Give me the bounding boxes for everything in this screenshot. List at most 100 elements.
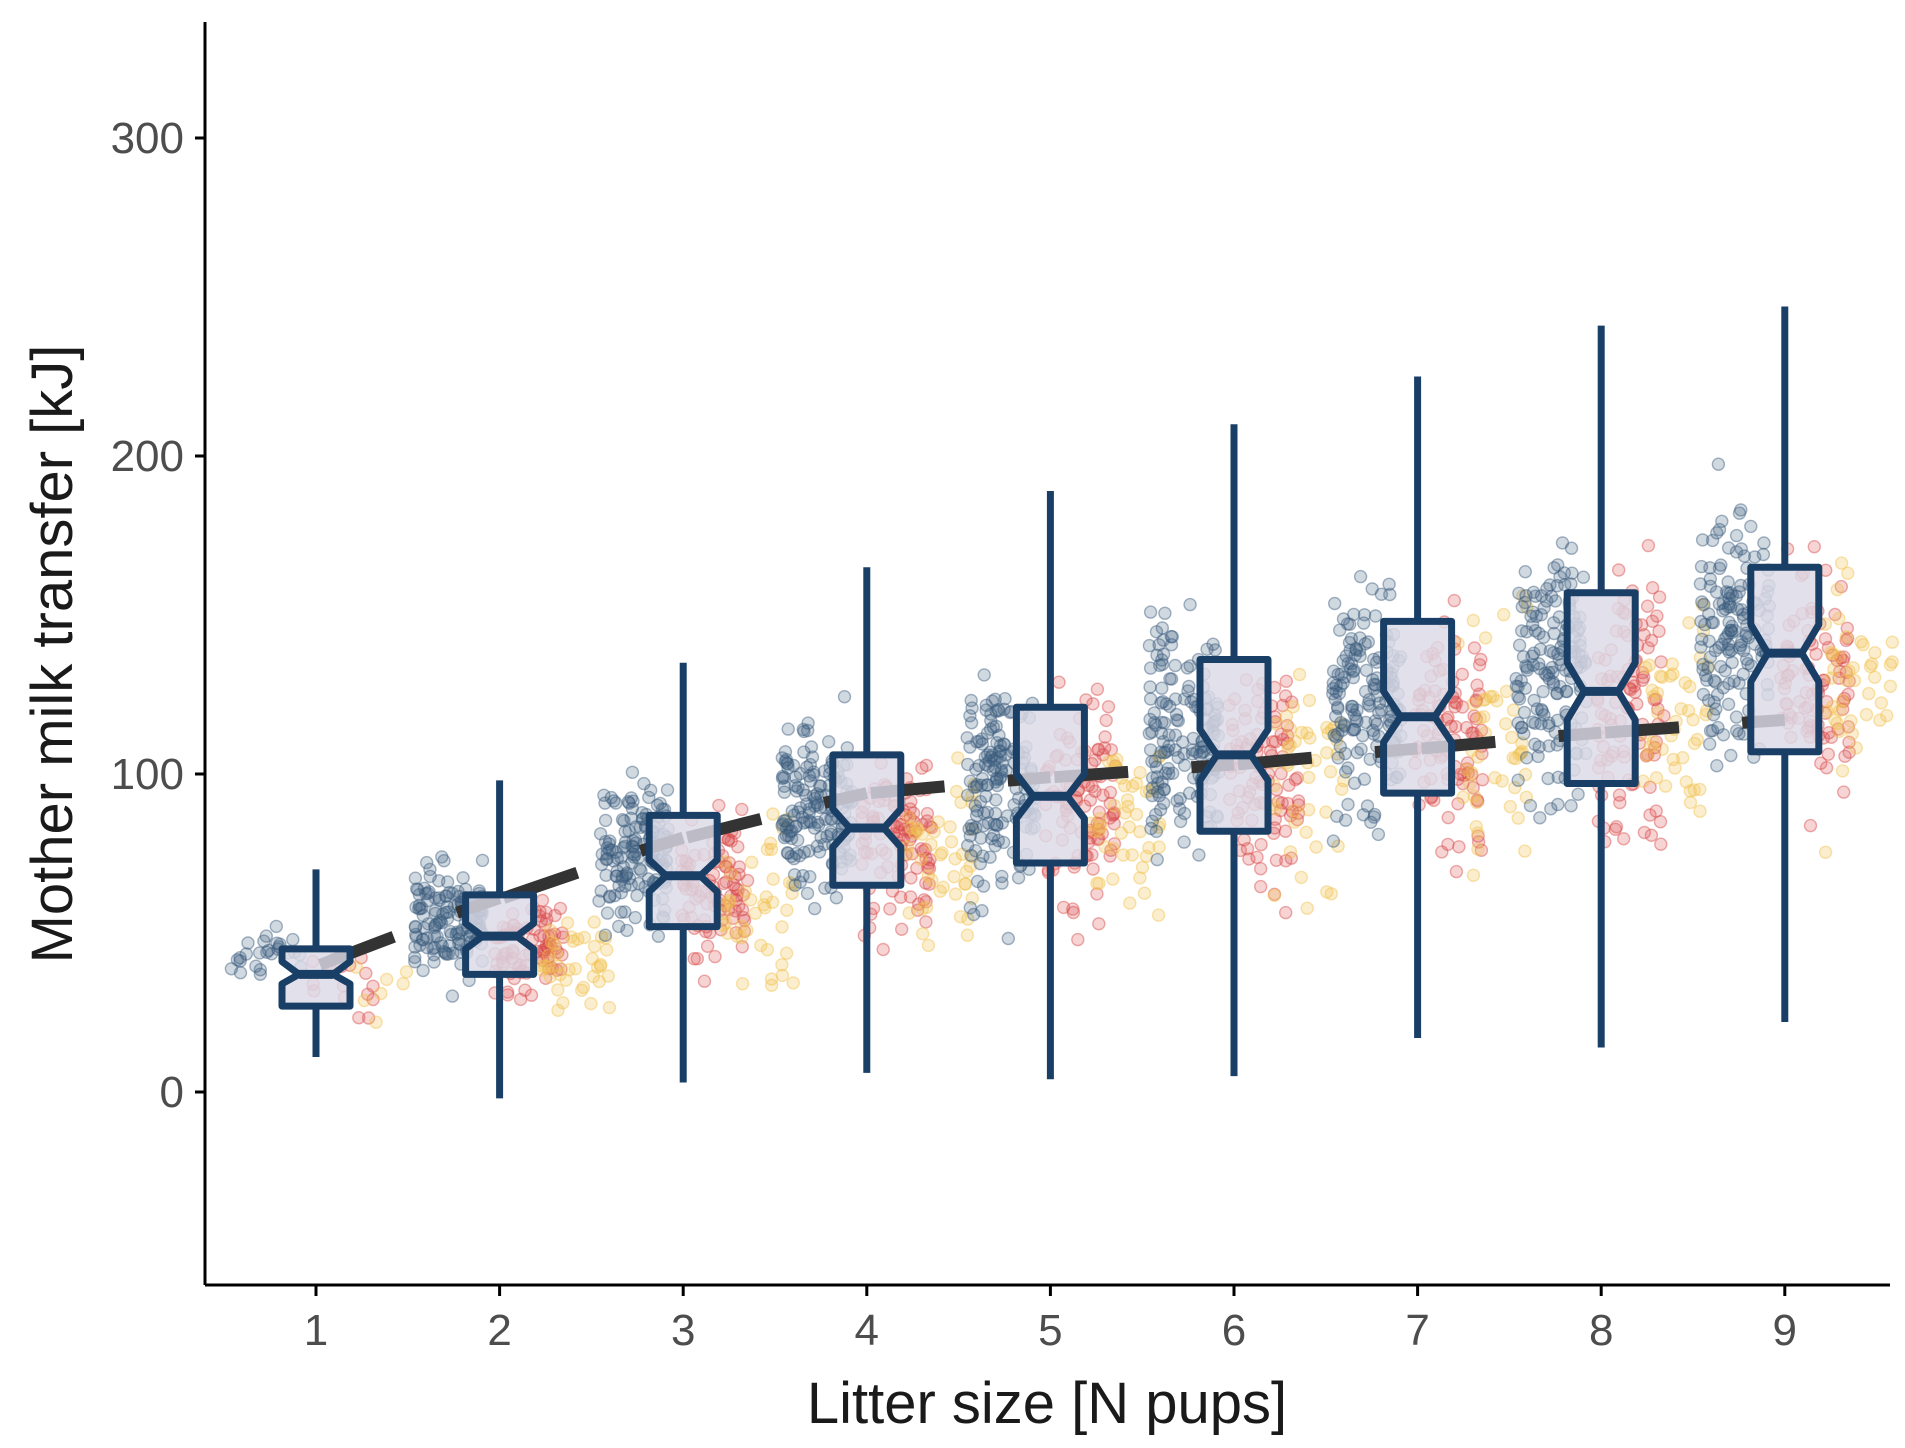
jitter-point — [1840, 631, 1855, 646]
jitter-point — [1839, 673, 1853, 687]
jitter-point — [426, 941, 440, 956]
jitter-point — [396, 977, 410, 991]
jitter-point — [1712, 640, 1726, 655]
jitter-point — [1367, 727, 1381, 741]
jitter-point — [791, 805, 805, 819]
jitter-point — [1721, 586, 1735, 600]
jitter-point — [631, 851, 645, 865]
jitter-point — [257, 934, 271, 948]
jitter-point — [982, 754, 996, 768]
jitter-point — [1300, 901, 1314, 915]
jitter-point — [905, 829, 919, 843]
jitter-point — [961, 757, 975, 772]
jitter-point — [1652, 624, 1666, 638]
jitter-point — [1284, 695, 1299, 709]
jitter-point — [366, 979, 380, 993]
jitter-point — [1649, 692, 1663, 706]
jitter-point — [1652, 590, 1667, 604]
jitter-point — [249, 959, 263, 973]
jitter-point — [1646, 735, 1661, 749]
jitter-point — [1725, 655, 1739, 670]
jitter-point — [435, 939, 450, 953]
jitter-point — [545, 961, 559, 975]
jitter-point — [1444, 719, 1458, 733]
jitter-point — [1474, 723, 1489, 737]
jitter-point — [1645, 614, 1660, 628]
jitter-point — [1528, 737, 1542, 751]
jitter-point — [1161, 743, 1175, 758]
jitter-point — [1156, 633, 1171, 647]
jitter-point — [968, 799, 982, 813]
jitter-point — [233, 954, 247, 968]
jitter-point — [1693, 804, 1707, 818]
jitter-point — [922, 877, 936, 891]
jitter-point — [1320, 746, 1334, 760]
jitter-point — [1143, 743, 1158, 757]
jitter-point — [1368, 609, 1383, 623]
jitter-point — [1327, 596, 1342, 611]
jitter-point — [361, 987, 375, 1001]
jitter-point — [1349, 712, 1363, 726]
jitter-point — [804, 815, 818, 829]
jitter-point — [1163, 672, 1177, 686]
jitter-point — [1066, 905, 1081, 920]
jitter-point — [1372, 706, 1386, 720]
jitter-point — [518, 983, 532, 997]
jitter-point — [958, 877, 972, 891]
jitter-point — [1647, 693, 1662, 707]
jitter-point — [1301, 770, 1316, 785]
jitter-point — [1460, 756, 1475, 770]
jitter-point — [349, 960, 363, 974]
jitter-point — [437, 944, 451, 959]
jitter-point — [1152, 820, 1166, 834]
jitter-point — [1158, 766, 1173, 780]
jitter-point — [593, 827, 608, 841]
jitter-point — [967, 780, 982, 794]
jitter-point — [983, 722, 998, 736]
jitter-point — [1836, 694, 1851, 709]
jitter-point — [1345, 723, 1360, 737]
jitter-point — [943, 820, 957, 834]
jitter-point — [1169, 707, 1184, 722]
jitter-point — [1665, 657, 1680, 671]
jitter-point — [1164, 638, 1179, 652]
jitter-point — [416, 932, 430, 947]
jitter-point — [420, 940, 434, 955]
jitter-point — [721, 833, 735, 847]
jitter-point — [1828, 607, 1842, 622]
jitter-point — [1383, 587, 1397, 602]
jitter-point — [1092, 824, 1107, 838]
jitter-point — [1699, 703, 1714, 718]
jitter-point — [1641, 538, 1656, 553]
x-tick-label: 6 — [1222, 1306, 1246, 1355]
jitter-point — [1104, 843, 1118, 857]
jitter-point — [600, 906, 615, 920]
jitter-point — [1703, 724, 1718, 738]
jitter-point — [1490, 694, 1504, 708]
jitter-point — [730, 889, 744, 903]
jitter-point — [1710, 526, 1724, 540]
jitter-point — [555, 926, 569, 940]
jitter-point — [575, 983, 589, 997]
jitter-point — [904, 794, 918, 809]
jitter-point — [917, 893, 931, 907]
jitter-point — [1651, 706, 1665, 720]
jitter-point — [422, 885, 436, 899]
jitter-point — [1321, 726, 1335, 741]
jitter-point — [1863, 659, 1878, 674]
jitter-point — [544, 935, 559, 949]
jitter-point — [618, 879, 632, 893]
jitter-point — [981, 816, 995, 830]
jitter-point — [1472, 658, 1487, 672]
jitter-point — [1723, 623, 1738, 638]
jitter-point — [1476, 693, 1491, 707]
jitter-point — [1151, 776, 1165, 790]
jitter-point — [1343, 643, 1357, 657]
jitter-point — [1725, 588, 1740, 603]
jitter-point — [584, 996, 598, 1011]
jitter-point — [423, 869, 437, 884]
jitter-point — [1145, 754, 1159, 769]
jitter-point — [809, 796, 824, 810]
jitter-point — [1462, 777, 1477, 791]
jitter-point — [1157, 782, 1171, 796]
